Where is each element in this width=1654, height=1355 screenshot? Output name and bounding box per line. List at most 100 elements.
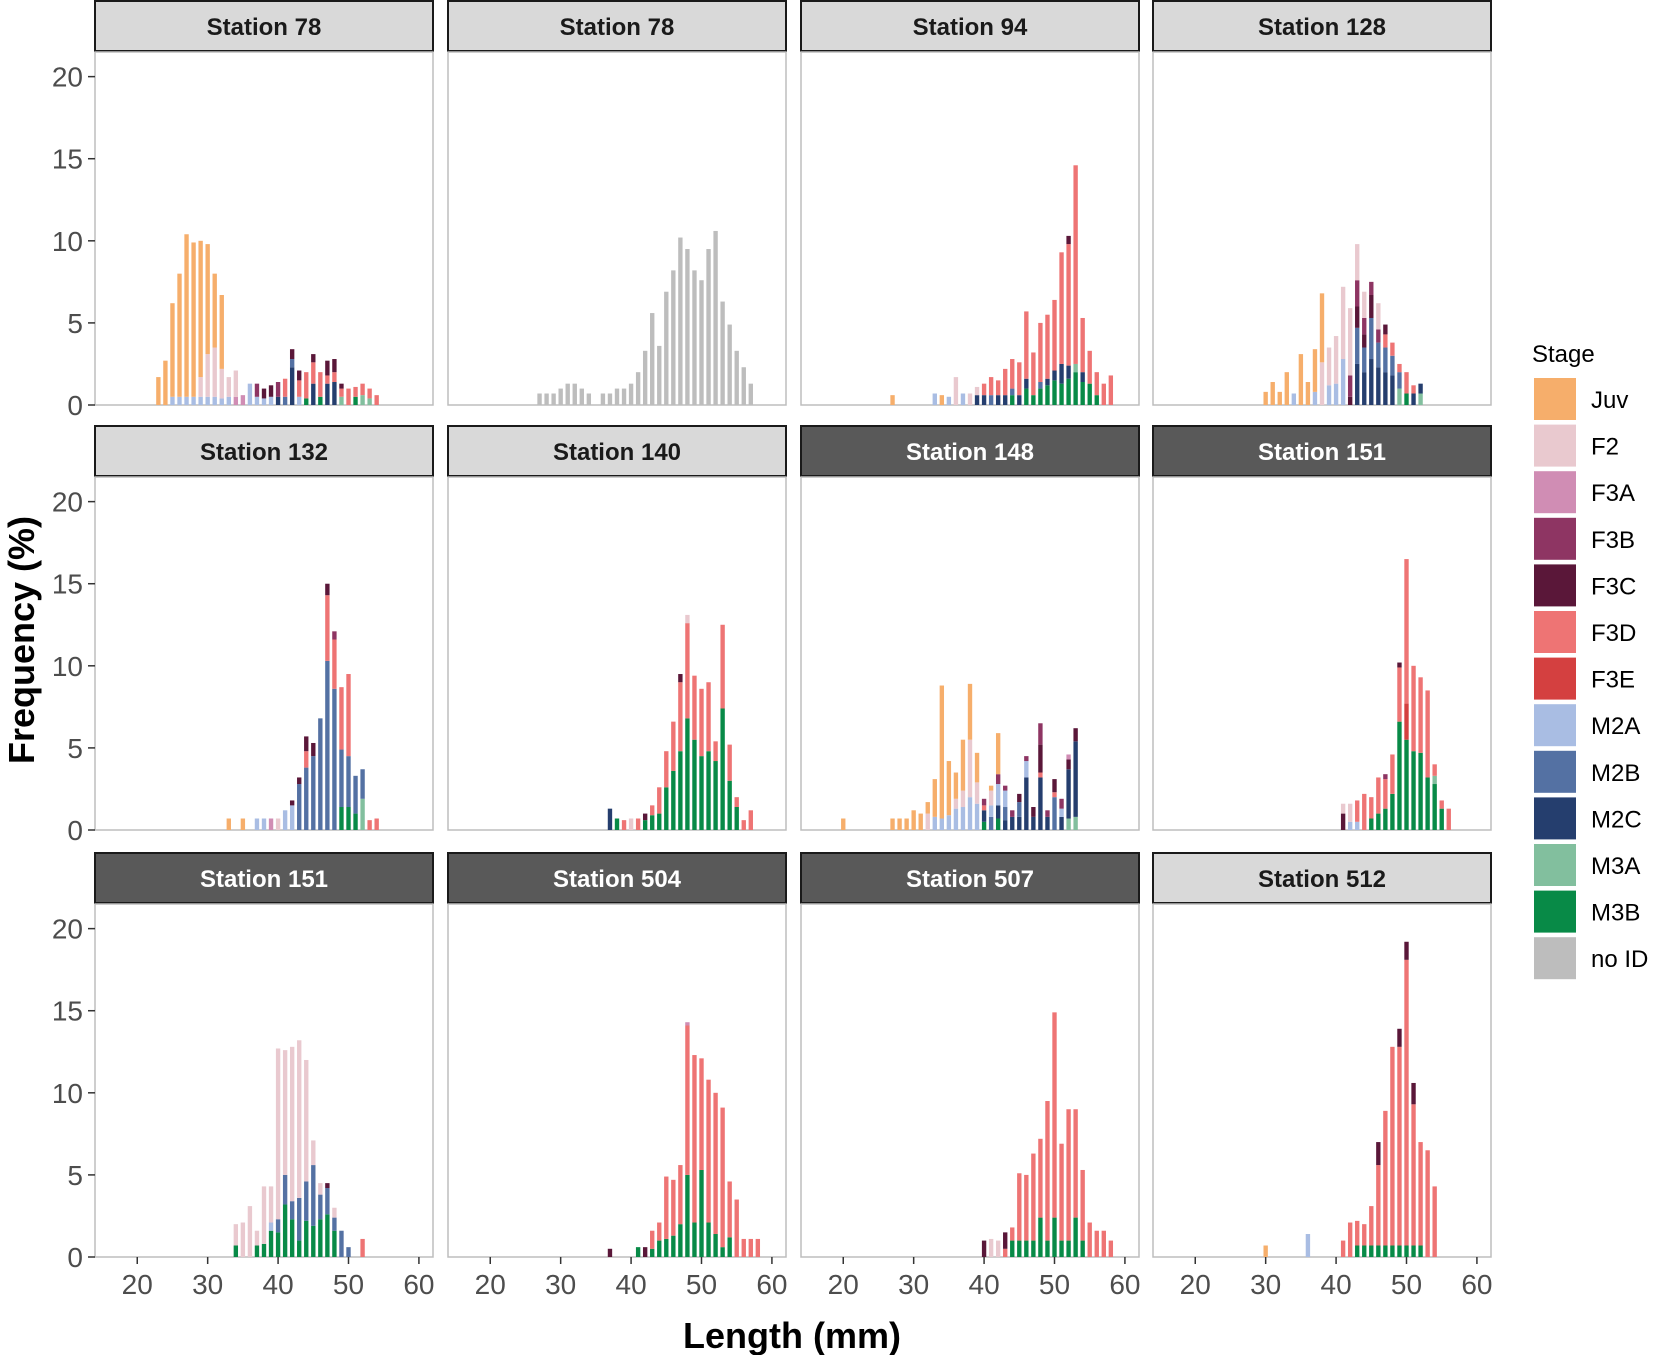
- bar-segment-m3b: [318, 1219, 323, 1257]
- facet-panel: Station 94: [800, 0, 1140, 406]
- bar-segment-f3d: [1066, 1109, 1071, 1241]
- bar-segment-m3b: [650, 1248, 655, 1257]
- bar-segment-f3d: [650, 805, 655, 816]
- bar-segment-f2: [261, 1186, 267, 1244]
- bar-segment-f3d: [995, 380, 1001, 396]
- bar-segment-f2: [233, 1224, 239, 1246]
- bar-segment-f2: [953, 798, 959, 809]
- bar-segment-m3b: [713, 761, 718, 830]
- bar-segment-m2a: [953, 808, 959, 830]
- legend-label: F3C: [1591, 573, 1636, 600]
- legend-swatch-juv: [1534, 378, 1576, 420]
- legend-title: Stage: [1532, 341, 1595, 368]
- bar-segment-f2: [988, 790, 994, 806]
- bar-segment-noid: [551, 393, 556, 405]
- y-tick-label: 20: [52, 62, 83, 93]
- bar-segment-f3e: [1404, 703, 1409, 740]
- bar-segment-f3d: [1059, 1143, 1064, 1241]
- bar-segment-m3b: [311, 1225, 316, 1257]
- y-tick-label: 0: [67, 1242, 83, 1273]
- y-tick-label: 20: [52, 914, 83, 945]
- bar-segment-m2b: [1397, 372, 1402, 389]
- bar-segment-f3d: [748, 810, 753, 830]
- bar-segment-m2a: [177, 396, 182, 405]
- bar-segment-f3d: [1073, 165, 1078, 364]
- bar-segment-f3d: [1003, 1248, 1008, 1257]
- bar-segment-juv: [1312, 349, 1318, 392]
- facet-strip-title: Station 78: [207, 14, 322, 41]
- bar-segment-f3d: [1446, 808, 1451, 830]
- bar-segment-m2a: [184, 396, 189, 405]
- bar-segment-f3d: [1397, 363, 1402, 373]
- bar-segment-m3a: [339, 396, 344, 405]
- bar-segment-f3d: [1411, 1104, 1416, 1246]
- bar-segment-m3b: [1059, 1240, 1064, 1257]
- bar-segment-m2c: [974, 395, 980, 405]
- y-tick-label: 15: [52, 144, 83, 175]
- bar-segment-m2c: [1031, 816, 1036, 830]
- bar-segment-m2a: [1305, 1234, 1311, 1257]
- facet-strip: [1152, 425, 1492, 477]
- bar-segment-juv: [995, 733, 1001, 775]
- bar-segment-m2b: [325, 660, 330, 830]
- bar-segment-f3d: [1390, 342, 1395, 356]
- bar-segment-f3d: [1404, 959, 1409, 1246]
- bar-segment-f3d: [1432, 1186, 1437, 1257]
- bar-segment-juv: [890, 395, 895, 405]
- bar-segment-f3b: [1369, 281, 1374, 295]
- bar-segment-m3b: [727, 1237, 732, 1257]
- bar-segment-m3b: [635, 1247, 641, 1257]
- x-tick-label: 40: [1321, 1269, 1352, 1300]
- bar-segment-juv: [904, 818, 909, 830]
- bar-segment-f2: [1355, 244, 1360, 281]
- bar-segment-f2: [1347, 803, 1353, 822]
- bar-segment-m3b: [353, 813, 358, 830]
- bar-segment-juv: [953, 772, 959, 799]
- bar-segment-m2c: [1038, 777, 1043, 830]
- legend-label: F3D: [1591, 620, 1636, 647]
- bar-segment-f2: [332, 1207, 337, 1218]
- bar-segment-f3d: [1038, 322, 1043, 383]
- bar-segment-f3c: [289, 800, 295, 806]
- bar-segment-f3d: [1045, 1101, 1050, 1241]
- bar-segment-f2: [233, 370, 239, 397]
- bar-segment-m2c: [1010, 816, 1015, 830]
- bar-segment-f3d: [325, 595, 330, 661]
- bar-segment-m3b: [261, 1243, 267, 1257]
- bar-segment-m2b: [988, 395, 994, 405]
- bar-segment-m2c: [1024, 777, 1029, 830]
- bar-segment-m3a: [1066, 818, 1071, 830]
- bar-segment-m2c: [1045, 378, 1050, 386]
- bar-segment-f3d: [678, 1165, 683, 1225]
- bar-segment-m2b: [325, 1188, 330, 1215]
- bar-segment-f3c: [297, 370, 302, 381]
- bar-segment-m2a: [1347, 821, 1353, 830]
- facet-strip-title: Station 151: [200, 866, 328, 893]
- bar-segment-m3b: [1355, 1245, 1360, 1257]
- x-tick-label: 30: [898, 1269, 929, 1300]
- bar-segment-m2a: [219, 398, 224, 405]
- bar-segment-f3a: [1066, 754, 1071, 760]
- bar-segment-f3d: [1010, 359, 1015, 389]
- bar-segment-f3d: [1052, 1012, 1057, 1218]
- y-tick-label: 5: [67, 308, 83, 339]
- bar-segment-m3b: [650, 815, 655, 830]
- bar-segment-m3b: [1038, 1217, 1043, 1257]
- bar-segment-m3b: [678, 751, 683, 830]
- bar-segment-m3b: [1080, 382, 1085, 405]
- bar-segment-f2: [311, 1140, 316, 1166]
- bar-segment-f2: [925, 813, 930, 830]
- bar-segment-f3d: [748, 1238, 753, 1257]
- bar-segment-m2b: [275, 1219, 281, 1233]
- bar-segment-m3b: [1397, 1245, 1402, 1257]
- bar-segment-m2c: [1045, 816, 1050, 830]
- facet-strip: [447, 425, 787, 477]
- legend-label: M3B: [1591, 900, 1640, 927]
- bar-segment-f3d: [1369, 797, 1374, 819]
- bar-segment-f3d: [1052, 792, 1057, 798]
- bar-segment-f3b: [1038, 723, 1043, 745]
- bar-segment-f3d: [706, 1079, 711, 1223]
- bar-segment-m2b: [297, 1197, 302, 1241]
- x-tick-label: 50: [333, 1269, 364, 1300]
- x-tick-label: 50: [686, 1269, 717, 1300]
